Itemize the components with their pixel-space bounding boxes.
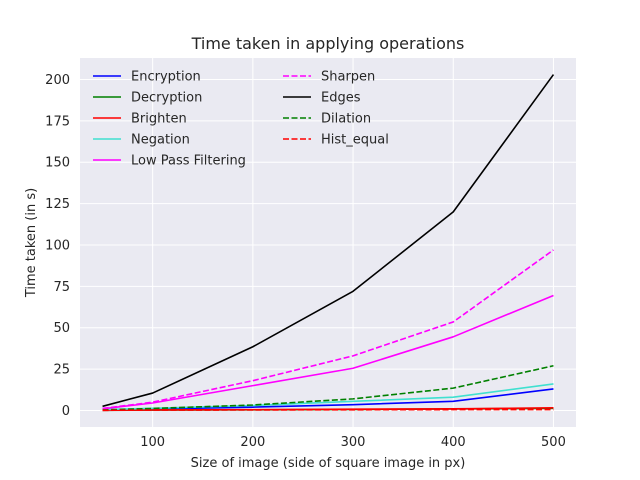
- x-axis-label: Size of image (side of square image in p…: [191, 456, 466, 471]
- y-tick-label: 0: [62, 404, 70, 419]
- x-tick-label: 100: [140, 435, 165, 450]
- y-tick-label: 50: [53, 321, 70, 336]
- legend-label: Low Pass Filtering: [131, 154, 246, 169]
- legend-label: Sharpen: [321, 70, 375, 85]
- x-tick-label: 300: [341, 435, 366, 450]
- y-tick-label: 150: [45, 156, 70, 171]
- y-tick-label: 75: [53, 280, 70, 295]
- x-tick-labels: 100 200 300 400 500: [140, 435, 566, 450]
- legend-label: Encryption: [131, 70, 201, 85]
- legend-label: Brighten: [131, 112, 187, 127]
- y-tick-labels: 0 25 50 75 100 125 150 175 200: [45, 73, 70, 419]
- y-tick-label: 25: [53, 363, 70, 378]
- legend-label: Dilation: [321, 112, 371, 127]
- series-line-hist-equal: [102, 408, 554, 412]
- x-tick-label: 500: [541, 435, 566, 450]
- series-line-dilation: [102, 364, 554, 411]
- legend-label: Decryption: [131, 91, 202, 106]
- series-lines: [102, 74, 555, 412]
- chart-title: Time taken in applying operations: [191, 34, 465, 53]
- y-tick-label: 100: [45, 238, 70, 253]
- series-line-low-pass-filtering: [102, 294, 554, 410]
- x-tick-label: 200: [240, 435, 265, 450]
- series-line-edges: [102, 74, 555, 408]
- legend-label: Edges: [321, 91, 361, 106]
- y-tick-label: 175: [45, 114, 70, 129]
- legend: Encryption Decryption Brighten Negation Low …: [93, 70, 389, 169]
- y-tick-label: 200: [45, 73, 70, 88]
- series-line-negation: [102, 383, 554, 411]
- series-line-sharpen: [102, 249, 554, 410]
- y-tick-label: 125: [45, 197, 70, 212]
- y-axis-label: Time taken (in s): [24, 188, 39, 298]
- x-tick-label: 400: [441, 435, 466, 450]
- plot-area: [80, 58, 576, 427]
- legend-label: Negation: [131, 133, 190, 148]
- legend-label: Hist_equal: [321, 133, 389, 148]
